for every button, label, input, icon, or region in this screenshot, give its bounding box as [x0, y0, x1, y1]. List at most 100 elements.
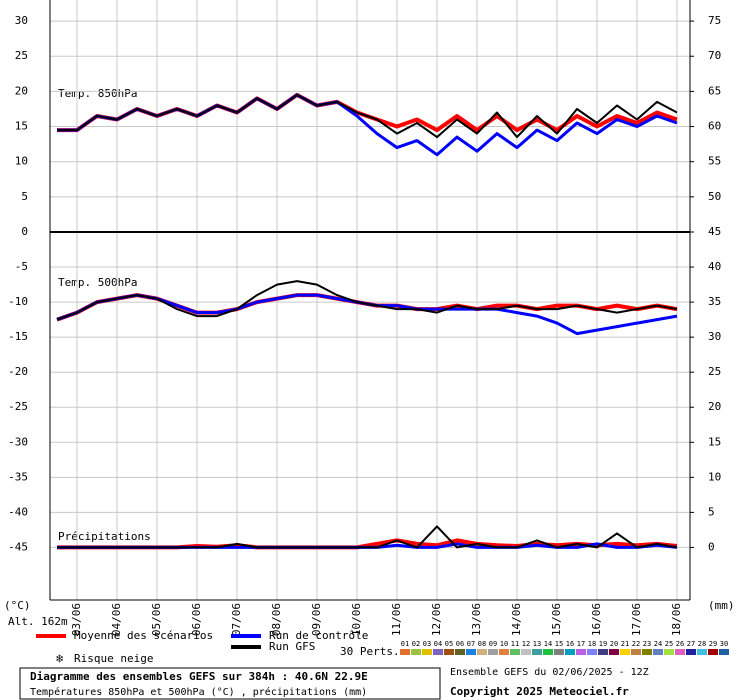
pert-label: 08 [478, 640, 486, 648]
pert-label: 19 [599, 640, 607, 648]
y2-tick-label: 45 [708, 225, 721, 238]
pert-swatch [433, 649, 443, 655]
legend-label: Run GFS [269, 640, 315, 653]
x-tick-label: 16/06 [590, 603, 603, 636]
y-tick-label: -30 [8, 435, 28, 448]
pert-swatch [411, 649, 421, 655]
pert-label: 03 [423, 640, 431, 648]
x-tick-label: 17/06 [630, 603, 643, 636]
y2-tick-label: 15 [708, 435, 721, 448]
pert-swatch [620, 649, 630, 655]
pert-swatch [653, 649, 663, 655]
pert-swatch [422, 649, 432, 655]
altitude: Alt. 162m [8, 615, 68, 628]
pert-swatch [543, 649, 553, 655]
y2-tick-label: 65 [708, 84, 721, 97]
y-tick-label: -25 [8, 400, 28, 413]
pert-label: 24 [654, 640, 662, 648]
pert-swatch [576, 649, 586, 655]
pert-swatch [532, 649, 542, 655]
pert-label: 09 [489, 640, 497, 648]
y-tick-label: -20 [8, 365, 28, 378]
y2-tick-label: 75 [708, 14, 721, 27]
x-tick-label: 12/06 [430, 603, 443, 636]
pert-label: 11 [511, 640, 519, 648]
pert-label: 07 [467, 640, 475, 648]
pert-swatch [510, 649, 520, 655]
pert-swatch [598, 649, 608, 655]
pert-swatch [587, 649, 597, 655]
y-tick-label: -40 [8, 505, 28, 518]
snow-legend: Risque neige [74, 652, 153, 665]
pert-label: 28 [698, 640, 706, 648]
y2-tick-label: 10 [708, 470, 721, 483]
y2-tick-label: 30 [708, 330, 721, 343]
pert-label: 02 [412, 640, 420, 648]
x-tick-label: 03/06 [70, 603, 83, 636]
right-unit: (mm) [708, 599, 735, 612]
series-line [56, 280, 678, 321]
x-tick-label: 18/06 [670, 603, 683, 636]
series-line [57, 93, 678, 139]
y-tick-label: 15 [15, 120, 28, 133]
pert-swatch [466, 649, 476, 655]
pert-swatch [455, 649, 465, 655]
pert-swatch [444, 649, 454, 655]
pert-label: 21 [621, 640, 629, 648]
y-tick-label: -5 [15, 260, 28, 273]
x-tick-label: 11/06 [390, 603, 403, 636]
pert-swatch [609, 649, 619, 655]
pert-swatch [686, 649, 696, 655]
snow-icon: ❄ [56, 652, 63, 666]
y2-tick-label: 25 [708, 365, 721, 378]
pert-label: 01 [401, 640, 409, 648]
pert-swatch [400, 649, 410, 655]
y-tick-label: -35 [8, 470, 28, 483]
y-tick-label: 30 [15, 14, 28, 27]
pert-swatch [521, 649, 531, 655]
pert-label: 10 [500, 640, 508, 648]
pert-swatch [631, 649, 641, 655]
footer-subtitle: Températures 850hPa et 500hPa (°C) , pré… [30, 686, 367, 698]
panel-label: Temp. 500hPa [58, 276, 137, 289]
y-tick-label: 20 [15, 84, 28, 97]
pert-swatch [477, 649, 487, 655]
pert-label: 23 [643, 640, 651, 648]
x-tick-label: 07/06 [230, 603, 243, 636]
series-line [57, 93, 678, 157]
x-tick-label: 06/06 [190, 603, 203, 636]
pert-swatch [554, 649, 564, 655]
pert-label: 17 [577, 640, 585, 648]
pert-label: 05 [445, 640, 453, 648]
footer-box [19, 667, 441, 700]
y2-tick-label: 5 [708, 505, 715, 518]
x-tick-label: 14/06 [510, 603, 523, 636]
perts-title: 30 Perts. [340, 645, 400, 658]
pert-swatch [664, 649, 674, 655]
y2-tick-label: 40 [708, 260, 721, 273]
x-tick-label: 04/06 [110, 603, 123, 636]
pert-label: 30 [720, 640, 728, 648]
x-tick-label: 15/06 [550, 603, 563, 636]
pert-swatch [499, 649, 509, 655]
panel-label: Temp. 850hPa [58, 87, 137, 100]
pert-swatch [697, 649, 707, 655]
pert-label: 06 [456, 640, 464, 648]
x-tick-label: 13/06 [470, 603, 483, 636]
series-line [57, 525, 678, 549]
y2-tick-label: 60 [708, 120, 721, 133]
y2-tick-label: 70 [708, 49, 721, 62]
pert-label: 29 [709, 640, 717, 648]
legend-label: Run de contrôle [269, 629, 368, 642]
x-tick-label: 08/06 [270, 603, 283, 636]
y2-tick-label: 55 [708, 155, 721, 168]
pert-label: 20 [610, 640, 618, 648]
pert-swatch [675, 649, 685, 655]
pert-label: 16 [566, 640, 574, 648]
pert-label: 25 [665, 640, 673, 648]
x-tick-label: 05/06 [150, 603, 163, 636]
legend-label: Moyenne des scénarios [74, 629, 213, 642]
y-tick-label: -45 [8, 540, 28, 553]
y-tick-label: -15 [8, 330, 28, 343]
